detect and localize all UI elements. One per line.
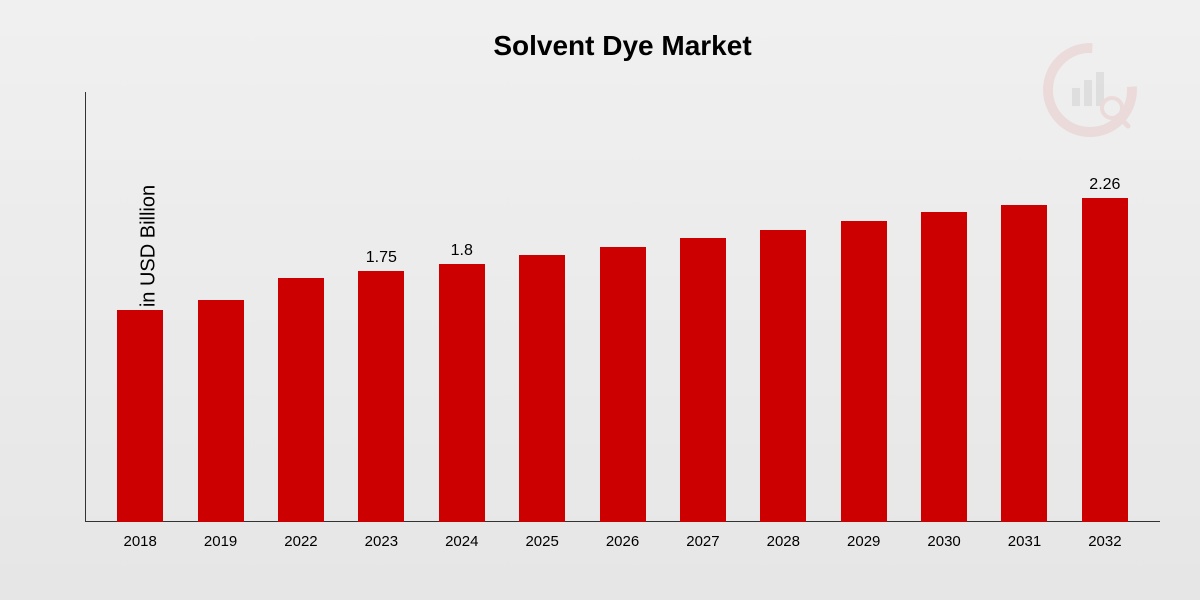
bar-value-label: 2.26	[1089, 176, 1120, 194]
bar	[198, 300, 244, 522]
x-axis-category-label: 2029	[824, 533, 904, 550]
bar	[600, 247, 646, 522]
bar	[921, 212, 967, 522]
bar-wrapper: 1.8	[422, 264, 502, 522]
x-axis-category-label: 2027	[663, 533, 743, 550]
bar-value-label: 1.75	[366, 249, 397, 267]
bar	[439, 264, 485, 522]
x-axis-category-label: 2031	[984, 533, 1064, 550]
bar-wrapper	[663, 238, 743, 522]
bar	[680, 238, 726, 522]
x-axis-category-label: 2024	[422, 533, 502, 550]
bar	[117, 310, 163, 522]
bars-group: 1.751.82.26	[85, 92, 1160, 522]
bar	[519, 255, 565, 522]
x-axis-category-label: 2023	[341, 533, 421, 550]
bar-wrapper: 1.75	[341, 271, 421, 522]
bar	[1082, 198, 1128, 522]
bar-wrapper	[261, 278, 341, 522]
bar-wrapper	[582, 247, 662, 522]
plot-area: Market Value in USD Billion 1.751.82.26 …	[85, 92, 1160, 522]
bar-wrapper	[502, 255, 582, 522]
x-axis-category-label: 2022	[261, 533, 341, 550]
x-axis-category-label: 2030	[904, 533, 984, 550]
bar-wrapper	[824, 221, 904, 522]
x-axis-category-label: 2028	[743, 533, 823, 550]
bar	[278, 278, 324, 522]
x-axis-category-label: 2018	[100, 533, 180, 550]
bar-value-label: 1.8	[451, 242, 473, 260]
bar	[358, 271, 404, 522]
bar-wrapper	[100, 310, 180, 522]
x-labels-group: 2018201920222023202420252026202720282029…	[85, 533, 1160, 550]
x-axis-category-label: 2025	[502, 533, 582, 550]
chart-container: Solvent Dye Market Market Value in USD B…	[0, 0, 1200, 600]
bar-wrapper: 2.26	[1065, 198, 1145, 522]
bar	[841, 221, 887, 522]
x-axis-category-label: 2019	[180, 533, 260, 550]
bar-wrapper	[904, 212, 984, 522]
x-axis-category-label: 2032	[1065, 533, 1145, 550]
bar-wrapper	[743, 230, 823, 522]
chart-title: Solvent Dye Market	[85, 30, 1160, 62]
bar	[1001, 205, 1047, 522]
bar	[760, 230, 806, 522]
bar-wrapper	[180, 300, 260, 522]
x-axis-category-label: 2026	[582, 533, 662, 550]
bar-wrapper	[984, 205, 1064, 522]
